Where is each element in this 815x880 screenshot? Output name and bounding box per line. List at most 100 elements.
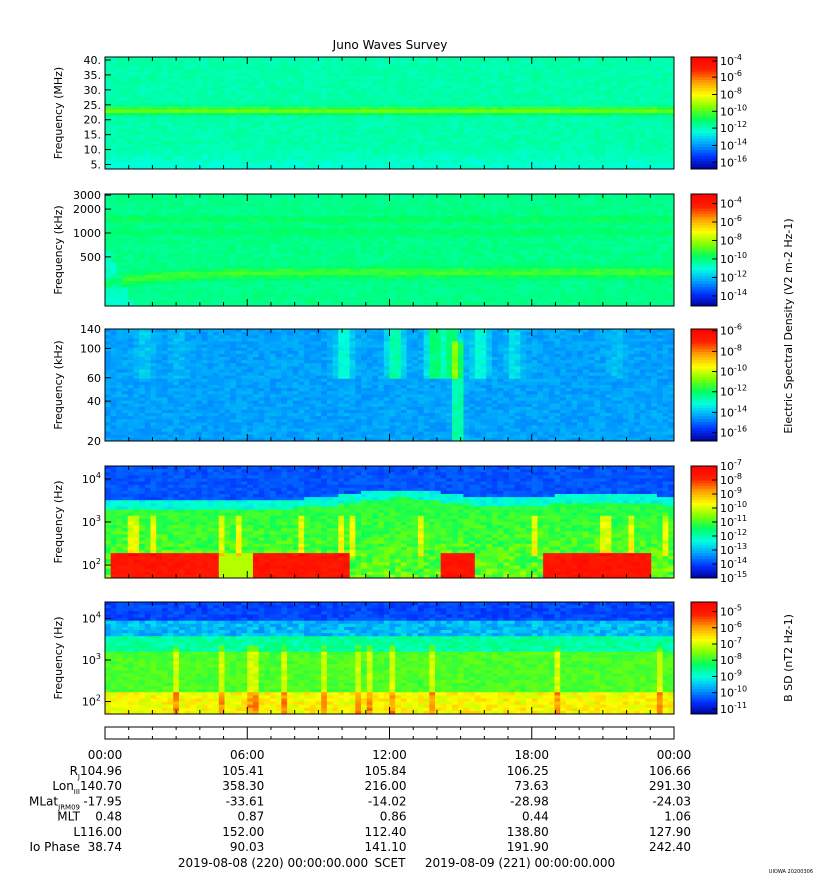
heatmap-cell: [424, 122, 430, 126]
heatmap-cell: [378, 138, 384, 142]
heatmap-cell: [247, 97, 253, 101]
heatmap-cell: [338, 110, 344, 114]
heatmap-cell: [213, 63, 219, 67]
heatmap-cell: [384, 101, 390, 105]
heatmap-cell: [298, 57, 304, 61]
heatmap-cell: [418, 104, 424, 108]
heatmap-cell: [361, 88, 367, 92]
heatmap-cell: [207, 153, 213, 157]
heatmap-cell: [378, 60, 384, 64]
heatmap-cell: [412, 125, 418, 129]
heatmap-cell: [344, 160, 350, 164]
heatmap-cell: [242, 157, 248, 161]
heatmap-cell: [122, 107, 128, 111]
heatmap-cell: [122, 110, 128, 114]
heatmap-cell: [230, 135, 236, 139]
heatmap-cell: [378, 160, 384, 164]
heatmap-cell: [151, 85, 157, 89]
heatmap-cell: [361, 113, 367, 117]
heatmap-cell: [105, 113, 111, 117]
heatmap-cell: [338, 85, 344, 89]
heatmap-cell: [338, 97, 344, 101]
heatmap-cell: [372, 150, 378, 154]
heatmap-cell: [293, 141, 299, 145]
heatmap-cell: [259, 79, 265, 83]
heatmap-cell: [128, 91, 134, 95]
heatmap-cell: [247, 147, 253, 151]
heatmap-cell: [384, 113, 390, 117]
heatmap-cell: [179, 163, 185, 167]
heatmap-cell: [310, 113, 316, 117]
heatmap-cell: [247, 129, 253, 133]
heatmap-cell: [219, 63, 225, 67]
heatmap-cell: [424, 129, 430, 133]
heatmap-cell: [424, 144, 430, 148]
heatmap-cell: [361, 122, 367, 126]
heatmap-cell: [247, 160, 253, 164]
heatmap-cell: [390, 91, 396, 95]
heatmap-cell: [316, 91, 322, 95]
heatmap-cell: [168, 73, 174, 77]
heatmap-cell: [281, 135, 287, 139]
heatmap-cell: [401, 147, 407, 151]
heatmap-cell: [162, 144, 168, 148]
heatmap-cell: [116, 82, 122, 86]
heatmap-cell: [236, 104, 242, 108]
heatmap-cell: [344, 135, 350, 139]
heatmap-cell: [321, 88, 327, 92]
heatmap-cell: [355, 69, 361, 73]
heatmap-cell: [344, 73, 350, 77]
heatmap-cell: [105, 160, 111, 164]
heatmap-cell: [293, 76, 299, 80]
heatmap-cell: [247, 153, 253, 157]
heatmap-cell: [344, 63, 350, 67]
heatmap-cell: [202, 147, 208, 151]
heatmap-cell: [424, 66, 430, 70]
heatmap-cell: [207, 157, 213, 161]
heatmap-cell: [116, 85, 122, 89]
heatmap-cell: [207, 150, 213, 154]
heatmap-cell: [321, 63, 327, 67]
heatmap-cell: [287, 141, 293, 145]
heatmap-cell: [236, 94, 242, 98]
heatmap-cell: [242, 125, 248, 129]
heatmap-cell: [139, 79, 145, 83]
heatmap-cell: [202, 129, 208, 133]
heatmap-cell: [304, 163, 310, 167]
heatmap-cell: [327, 147, 333, 151]
heatmap-cell: [116, 60, 122, 64]
heatmap-cell: [372, 141, 378, 145]
heatmap-cell: [162, 150, 168, 154]
heatmap-cell: [151, 157, 157, 161]
heatmap-cell: [298, 163, 304, 167]
heatmap-cell: [424, 119, 430, 123]
heatmap-cell: [424, 104, 430, 108]
heatmap-cell: [145, 104, 151, 108]
heatmap-cell: [111, 135, 117, 139]
heatmap-cell: [435, 119, 441, 123]
heatmap-cell: [207, 66, 213, 70]
heatmap-cell: [441, 66, 447, 70]
heatmap-cell: [344, 157, 350, 161]
heatmap-cell: [116, 97, 122, 101]
heatmap-cell: [367, 85, 373, 89]
heatmap-cell: [361, 144, 367, 148]
heatmap-cell: [350, 101, 356, 105]
heatmap-cell: [378, 141, 384, 145]
heatmap-cell: [151, 60, 157, 64]
heatmap-cell: [162, 116, 168, 120]
heatmap-cell: [213, 163, 219, 167]
heatmap-cell: [384, 110, 390, 114]
heatmap-cell: [333, 82, 339, 86]
heatmap-cell: [105, 138, 111, 142]
heatmap-cell: [253, 150, 259, 154]
heatmap-cell: [384, 129, 390, 133]
heatmap-cell: [372, 94, 378, 98]
heatmap-cell: [202, 76, 208, 80]
heatmap-cell: [111, 91, 117, 95]
heatmap-cell: [116, 79, 122, 83]
heatmap-cell: [298, 113, 304, 117]
heatmap-cell: [281, 97, 287, 101]
heatmap-cell: [207, 76, 213, 80]
heatmap-cell: [224, 141, 230, 145]
